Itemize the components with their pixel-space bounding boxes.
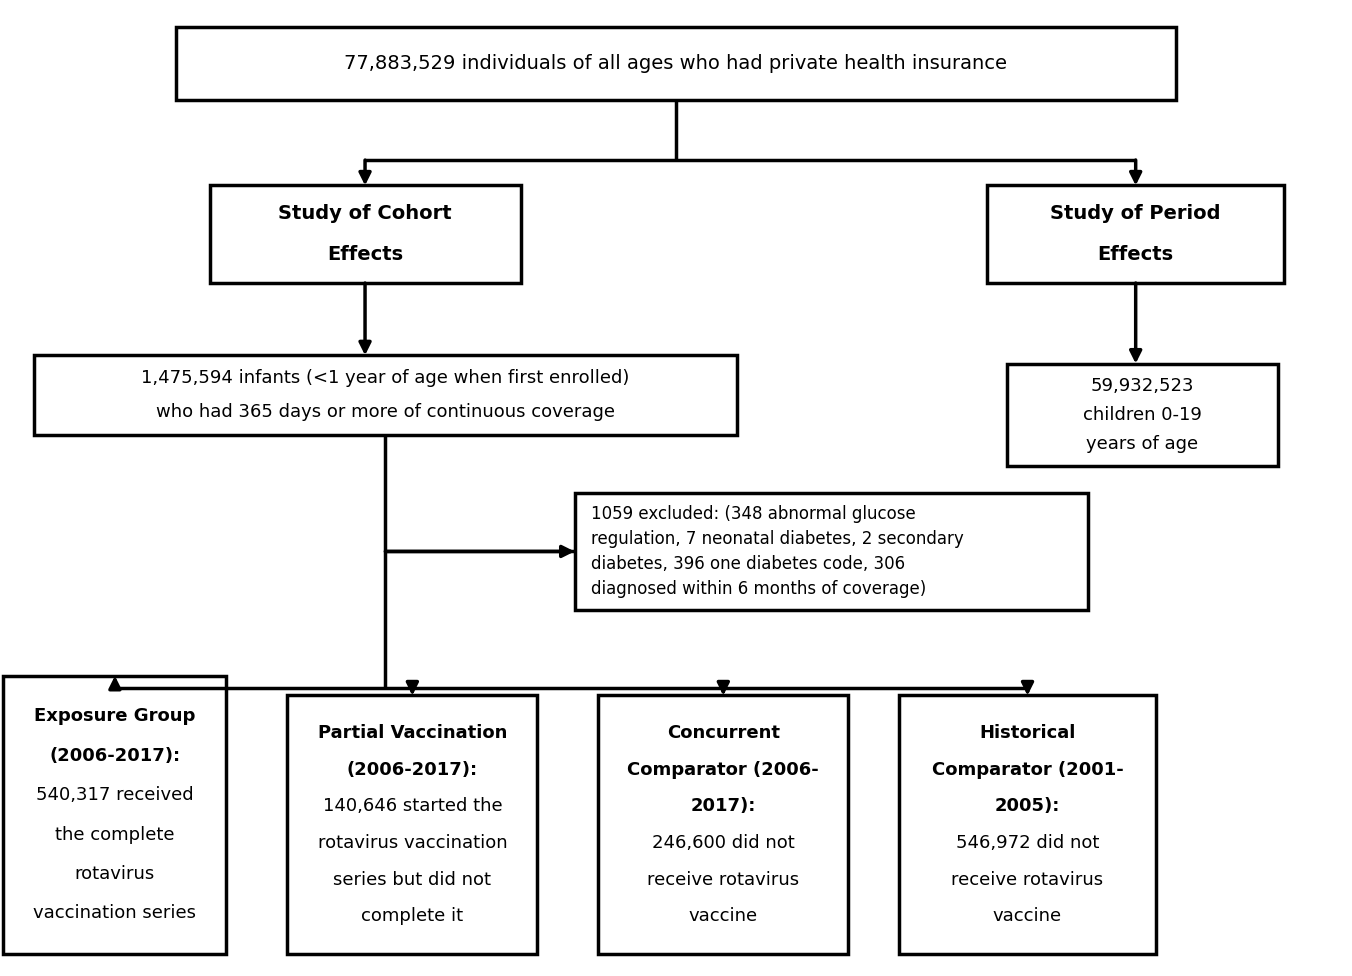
Text: 59,932,523: 59,932,523 <box>1091 377 1194 394</box>
Text: (2006-2017):: (2006-2017): <box>347 760 477 779</box>
Text: Comparator (2006-: Comparator (2006- <box>627 760 819 779</box>
Text: Comparator (2001-: Comparator (2001- <box>932 760 1124 779</box>
FancyBboxPatch shape <box>34 355 737 435</box>
Text: receive rotavirus: receive rotavirus <box>952 871 1103 889</box>
Text: vaccine: vaccine <box>992 908 1063 925</box>
Text: Effects: Effects <box>327 246 403 264</box>
Text: rotavirus: rotavirus <box>74 865 155 883</box>
Text: series but did not: series but did not <box>334 871 491 889</box>
Text: 540,317 received: 540,317 received <box>37 787 193 804</box>
Text: diagnosed within 6 months of coverage): diagnosed within 6 months of coverage) <box>591 580 926 597</box>
FancyBboxPatch shape <box>176 26 1176 100</box>
Text: vaccination series: vaccination series <box>34 905 196 922</box>
Text: 77,883,529 individuals of all ages who had private health insurance: 77,883,529 individuals of all ages who h… <box>345 54 1007 73</box>
FancyBboxPatch shape <box>987 185 1284 283</box>
Text: receive rotavirus: receive rotavirus <box>648 871 799 889</box>
Text: Historical: Historical <box>979 724 1076 742</box>
Text: 2005):: 2005): <box>995 797 1060 815</box>
Text: Effects: Effects <box>1098 246 1174 264</box>
Text: 1,475,594 infants (<1 year of age when first enrolled): 1,475,594 infants (<1 year of age when f… <box>141 369 630 387</box>
Text: (2006-2017):: (2006-2017): <box>50 747 180 765</box>
Text: who had 365 days or more of continuous coverage: who had 365 days or more of continuous c… <box>155 403 615 422</box>
Text: Study of Period: Study of Period <box>1051 204 1221 223</box>
FancyBboxPatch shape <box>1007 364 1278 467</box>
Text: Study of Cohort: Study of Cohort <box>279 204 452 223</box>
Text: Exposure Group: Exposure Group <box>34 708 196 725</box>
Text: rotavirus vaccination: rotavirus vaccination <box>318 834 507 852</box>
Text: the complete: the complete <box>55 826 174 843</box>
Text: complete it: complete it <box>361 908 464 925</box>
FancyBboxPatch shape <box>210 185 521 283</box>
Text: 546,972 did not: 546,972 did not <box>956 834 1099 852</box>
Text: 140,646 started the: 140,646 started the <box>323 797 502 815</box>
Text: children 0-19: children 0-19 <box>1083 406 1202 424</box>
FancyBboxPatch shape <box>899 695 1156 955</box>
FancyBboxPatch shape <box>598 695 849 955</box>
Text: 246,600 did not: 246,600 did not <box>652 834 795 852</box>
Text: diabetes, 396 one diabetes code, 306: diabetes, 396 one diabetes code, 306 <box>591 555 904 573</box>
FancyBboxPatch shape <box>4 675 227 955</box>
Text: Partial Vaccination: Partial Vaccination <box>318 724 507 742</box>
Text: vaccine: vaccine <box>688 908 758 925</box>
Text: 2017):: 2017): <box>691 797 756 815</box>
Text: 1059 excluded: (348 abnormal glucose: 1059 excluded: (348 abnormal glucose <box>591 506 915 523</box>
Text: regulation, 7 neonatal diabetes, 2 secondary: regulation, 7 neonatal diabetes, 2 secon… <box>591 530 964 548</box>
FancyBboxPatch shape <box>575 493 1088 610</box>
Text: years of age: years of age <box>1087 435 1198 453</box>
FancyBboxPatch shape <box>287 695 537 955</box>
Text: Concurrent: Concurrent <box>667 724 780 742</box>
